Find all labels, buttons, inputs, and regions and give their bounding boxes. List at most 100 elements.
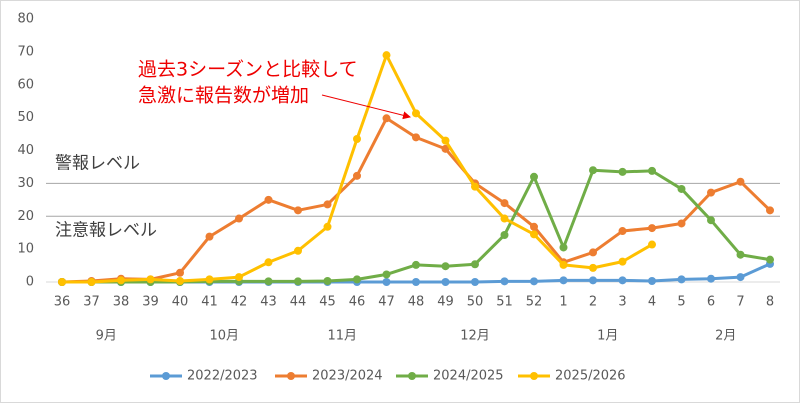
data-point [294,206,302,215]
data-point [530,230,538,239]
x-tick-label: 6 [707,295,715,310]
y-tick-label: 80 [17,12,34,27]
y-tick-label: 30 [17,176,34,191]
data-point [353,134,361,143]
data-point [589,263,597,272]
data-point [677,275,686,284]
data-point [530,222,538,231]
data-point [677,184,686,193]
data-point [294,277,302,286]
x-tick-label: 4 [648,295,656,310]
data-point [382,278,391,286]
x-tick-label: 7 [736,295,744,310]
x-tick-label: 8 [766,295,774,310]
data-point [559,276,568,285]
x-tick-label: 45 [319,295,336,310]
data-point [353,171,361,180]
data-point [176,277,184,286]
legend-swatch-marker [287,372,295,380]
data-point [412,133,420,142]
data-point [412,109,420,118]
data-point [736,273,745,282]
data-point [736,250,745,259]
data-point [264,277,273,286]
data-point [736,177,745,186]
month-label: 2月 [715,329,736,344]
data-point [618,257,627,266]
legend-swatch-marker [530,372,538,380]
data-point [589,276,597,285]
legend-label: 2022/2023 [187,369,258,384]
data-point [677,219,686,228]
data-point [323,222,332,231]
data-point [648,277,656,286]
annotation-line: 過去3シーズンと比較して [138,59,358,81]
data-point [471,182,479,191]
x-tick-label: 52 [526,295,543,310]
data-point [117,276,125,285]
month-label: 1月 [597,329,618,344]
data-point [648,240,656,249]
data-point [382,270,391,279]
data-point [618,167,627,176]
data-point [264,195,273,204]
x-tick-label: 3 [618,295,626,310]
data-point [264,258,273,267]
month-label: 10月 [209,329,239,344]
legend-entry: 2024/2025 [396,369,504,384]
x-tick-label: 43 [260,295,277,310]
data-point [530,277,538,286]
x-tick-label: 51 [496,295,513,310]
data-point [648,224,656,233]
data-point [618,227,627,236]
legend-swatch-marker [162,372,170,380]
month-label: 11月 [327,329,357,344]
data-point [559,243,568,252]
x-tick-label: 44 [290,295,307,310]
data-point [205,232,214,241]
legend-entry: 2025/2026 [518,369,626,384]
data-point [323,277,332,286]
data-point [589,166,597,175]
legend-label: 2023/2024 [312,369,383,384]
data-point [707,188,715,197]
data-point [648,166,656,175]
data-point [707,274,715,283]
data-point [618,276,627,285]
y-tick-label: 60 [17,77,34,92]
reference-label: 注意報レベル [55,220,157,240]
data-point [323,200,332,209]
legend-label: 2025/2026 [555,369,626,384]
x-tick-label: 48 [408,295,425,310]
legend-label: 2024/2025 [433,369,504,384]
data-point [589,248,597,257]
x-tick-label: 49 [437,295,454,310]
data-point [176,268,184,277]
data-point [441,262,450,271]
data-point [441,278,450,286]
reference-label: 警報レベル [55,153,140,173]
data-point [500,277,509,286]
data-point [441,144,450,153]
y-tick-label: 10 [17,242,34,257]
annotation-line: 急激に報告数が増加 [138,85,309,107]
data-point [412,260,420,269]
data-point [530,172,538,181]
x-tick-label: 38 [113,295,130,310]
data-point [87,278,96,286]
x-tick-label: 42 [231,295,248,310]
x-tick-label: 37 [83,295,100,310]
month-label: 12月 [460,329,490,344]
data-point [382,114,391,123]
x-tick-label: 1 [559,295,567,310]
month-label: 9月 [96,329,117,344]
data-point [294,246,302,255]
data-point [353,275,361,284]
data-point [412,278,420,286]
data-point [235,273,243,282]
x-tick-label: 2 [589,295,597,310]
data-point [707,216,715,225]
data-point [766,206,774,215]
